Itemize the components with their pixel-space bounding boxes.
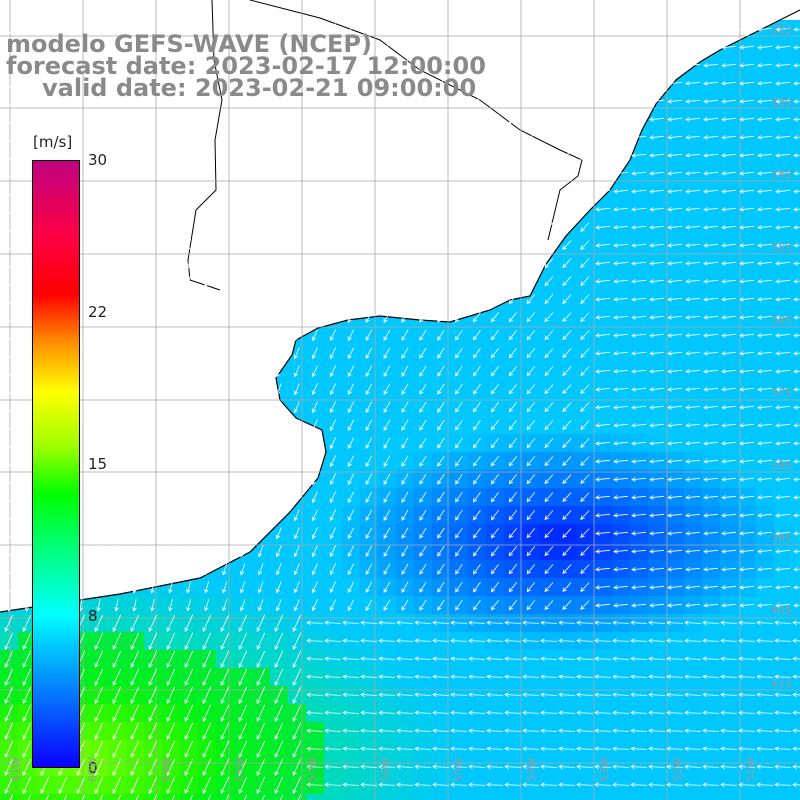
wind-arrows [4, 22, 800, 800]
colorbar-tick-22: 22 [88, 303, 108, 321]
colorbar-tick-15: 15 [88, 455, 108, 473]
lon-label-55w: 55W [452, 757, 465, 782]
lon-label-58w: 58W [233, 757, 246, 782]
land-mass [0, 0, 800, 612]
colorbar-unit: [m/s] [33, 133, 73, 151]
lat-label-37s: 37S [771, 386, 792, 399]
lat-label-39s: 39S [771, 532, 792, 545]
colorbar-tick-8: 8 [88, 607, 98, 625]
lon-label-61w: 61W [10, 757, 23, 782]
lon-label-60w: 60W [86, 757, 99, 782]
model-title: modelo GEFS-WAVE (NCEP) [6, 30, 372, 58]
lon-label-53w: 53W [598, 757, 611, 782]
lat-label-36s: 36S [771, 314, 792, 327]
valid-date: valid date: 2023-02-21 09:00:00 [42, 74, 477, 102]
colorbar-tick-30: 30 [88, 151, 108, 169]
colorbar [32, 160, 80, 768]
lat-label-35s: 35S [771, 241, 792, 254]
lon-label-59w: 59W [160, 757, 173, 782]
lon-label-54w: 54W [525, 757, 538, 782]
lat-label-38s: 38S [771, 459, 792, 472]
lat-label-34s: 34S [771, 168, 792, 181]
lon-label-52w: 52W [671, 757, 684, 782]
lat-label-40s: 40S [771, 604, 792, 617]
lon-label-56w: 56W [379, 757, 392, 782]
lon-label-57w: 57W [306, 757, 319, 782]
lat-label-41s: 41S [771, 677, 792, 690]
colorbar-tick-0: 0 [88, 759, 98, 777]
lat-label-32s: 32S [771, 23, 792, 36]
forecast-date: forecast date: 2023-02-17 12:00:00 [6, 52, 486, 80]
lat-label-33s: 33S [771, 96, 792, 109]
lon-label-51w: 51W [744, 757, 757, 782]
